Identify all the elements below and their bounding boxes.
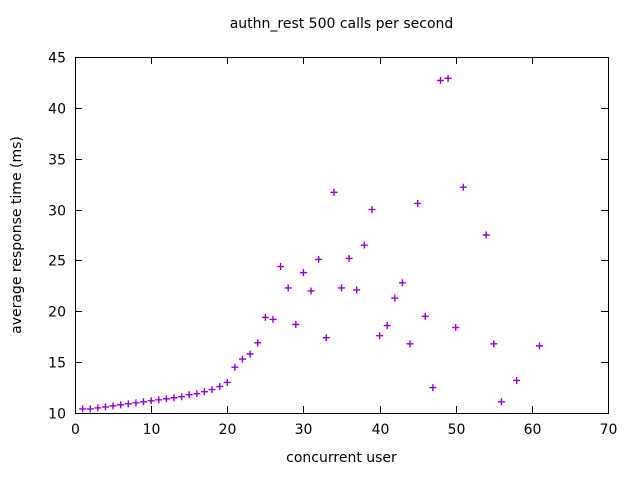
data-point: [231, 363, 239, 371]
data-point: [261, 313, 269, 321]
x-tick-label: 70: [600, 422, 618, 438]
x-axis-label: concurrent user: [286, 450, 397, 466]
data-point: [345, 254, 353, 262]
data-point: [178, 393, 186, 401]
data-point: [497, 398, 505, 406]
data-point: [307, 287, 315, 295]
data-point: [421, 312, 429, 320]
data-point: [277, 263, 285, 271]
data-point: [124, 400, 132, 408]
tick-labels-group: 0 10 20 30 40 50 60 70 10 15 20 25 30 35 40 45: [48, 51, 617, 439]
y-tick-label: 35: [48, 153, 66, 169]
x-tick-label: 10: [143, 422, 161, 438]
ticks-group: [75, 57, 609, 414]
y-tick-label: 20: [48, 305, 66, 321]
data-point: [299, 269, 307, 277]
data-point: [94, 404, 102, 412]
data-point: [223, 378, 231, 386]
axes-group: [75, 57, 609, 414]
data-point: [330, 188, 338, 196]
data-point: [200, 388, 208, 396]
y-tick-label: 10: [48, 407, 66, 423]
data-point: [338, 284, 345, 292]
data-point: [490, 340, 498, 348]
data-point: [170, 394, 178, 402]
data-point: [117, 401, 125, 409]
data-point: [292, 321, 300, 329]
data-point: [406, 340, 414, 348]
data-point: [368, 206, 376, 214]
data-point: [482, 231, 490, 239]
x-tick-label: 40: [372, 422, 390, 438]
y-tick-label: 40: [48, 102, 66, 118]
data-point: [208, 386, 216, 394]
data-point: [185, 391, 193, 399]
data-point: [246, 350, 254, 358]
data-point: [383, 322, 391, 330]
data-point: [140, 398, 148, 406]
data-point: [414, 199, 422, 207]
data-point: [269, 315, 277, 323]
data-point: [436, 76, 444, 84]
data-point: [429, 384, 437, 392]
series-group: [79, 74, 543, 413]
data-point: [284, 284, 292, 292]
data-point: [353, 286, 361, 294]
data-point: [315, 255, 323, 263]
data-point: [360, 241, 368, 249]
x-tick-label: 0: [71, 422, 80, 438]
x-tick-label: 30: [295, 422, 313, 438]
data-point: [79, 405, 87, 413]
data-point: [254, 339, 262, 347]
x-tick-label: 50: [448, 422, 466, 438]
x-tick-label: 60: [524, 422, 542, 438]
data-point: [86, 405, 94, 413]
data-point: [132, 399, 140, 407]
data-point: [109, 402, 117, 410]
plot-border: [75, 57, 609, 414]
data-point: [216, 383, 224, 391]
data-point: [444, 74, 452, 82]
data-point: [513, 376, 521, 384]
data-point: [452, 324, 460, 332]
data-point: [239, 355, 247, 363]
x-tick-label: 20: [219, 422, 237, 438]
data-point: [147, 397, 155, 405]
y-tick-label: 15: [48, 356, 66, 372]
chart-title: authn_rest 500 calls per second: [229, 16, 454, 32]
data-point: [322, 334, 330, 342]
data-point: [376, 332, 384, 340]
y-tick-label: 25: [48, 254, 66, 270]
data-point: [391, 294, 399, 302]
data-point: [101, 403, 109, 411]
data-point: [193, 390, 201, 398]
y-tick-label: 30: [48, 204, 66, 220]
data-point: [459, 183, 467, 191]
data-point: [398, 279, 406, 287]
data-point: [162, 395, 170, 403]
data-point: [155, 396, 163, 404]
data-point: [535, 342, 543, 350]
y-tick-label: 45: [48, 51, 66, 67]
